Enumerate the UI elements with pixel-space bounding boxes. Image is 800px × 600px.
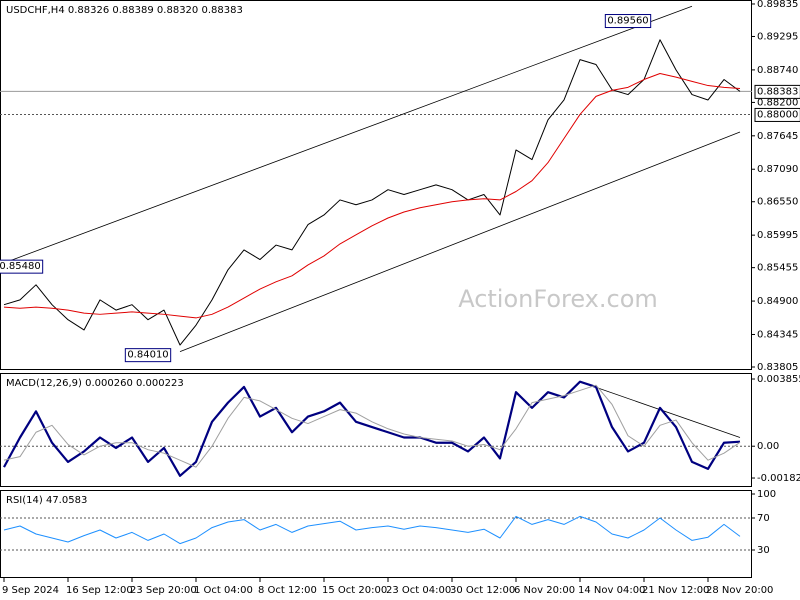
x-tick-label: 1 Oct 04:00 (194, 585, 253, 596)
x-tick-label: 28 Nov 20:00 (706, 585, 773, 596)
y-tick-label: 0.86550 (757, 197, 798, 208)
y-tick-label: 0.85455 (757, 263, 798, 274)
panel-title: USDCHF,H4 0.88326 0.88389 0.88320 0.8838… (6, 5, 243, 16)
y-tick-label: 70 (757, 513, 770, 524)
label-box (754, 107, 800, 122)
price-annotation: 0.89560 (607, 16, 648, 27)
x-tick-label: 6 Nov 20:00 (514, 585, 575, 596)
x-tick-label: 14 Nov 04:00 (578, 585, 645, 596)
y-tick-label: 0.88200 (757, 97, 798, 108)
x-tick-label: 23 Oct 04:00 (386, 585, 451, 596)
x-tick-label: 9 Sep 2024 (2, 585, 59, 596)
panel-frame (0, 490, 752, 578)
y-tick-label: 0.83805 (757, 362, 798, 373)
label-box (754, 84, 800, 99)
panel-frame (0, 373, 752, 487)
series-line (3, 380, 741, 477)
label-box (124, 348, 172, 363)
price-annotation: 0.84010 (127, 350, 168, 361)
channel-line (3, 5, 693, 264)
y-tick-label: 0.84900 (757, 296, 798, 307)
y-tick-label: 0.85995 (757, 230, 798, 241)
y-tick-label: -0.001825 (757, 473, 800, 484)
x-tick-label: 15 Oct 20:00 (322, 585, 387, 596)
x-tick-label: 16 Sep 12:00 (66, 585, 133, 596)
y-tick-label: 0.89295 (757, 31, 798, 42)
y-tick-label: 0.88740 (757, 65, 798, 76)
y-tick-label: 100 (757, 489, 776, 500)
y-tick-label: 30 (757, 545, 770, 556)
panel-title: RSI(14) 47.0583 (6, 495, 87, 506)
series-line (3, 39, 741, 346)
watermark: ActionForex.com (458, 285, 658, 313)
x-tick-label: 8 Oct 12:00 (258, 585, 317, 596)
y-tick-label: 0.87645 (757, 131, 798, 142)
label-box (0, 259, 44, 274)
y-tick-label: 0.00 (757, 441, 779, 452)
x-tick-label: 23 Sep 20:00 (130, 585, 197, 596)
y-tick-label: 0.87090 (757, 164, 798, 175)
series-line (3, 515, 741, 545)
panel-frame (0, 0, 752, 370)
series-line (3, 73, 741, 319)
x-tick-label: 30 Oct 12:00 (450, 585, 515, 596)
price-annotation: 0.85480 (0, 261, 41, 272)
level-label: 0.88000 (757, 109, 798, 120)
level-label: 0.88383 (757, 86, 798, 97)
panel-title: MACD(12,26,9) 0.000260 0.000223 (6, 378, 184, 389)
y-tick-label: 0.89835 (757, 0, 798, 10)
series-line (3, 384, 741, 468)
channel-line (179, 131, 741, 353)
y-tick-label: 0.84345 (757, 329, 798, 340)
x-tick-label: 21 Nov 12:00 (642, 585, 709, 596)
y-tick-label: 0.003855 (757, 374, 800, 385)
label-box (604, 14, 652, 29)
